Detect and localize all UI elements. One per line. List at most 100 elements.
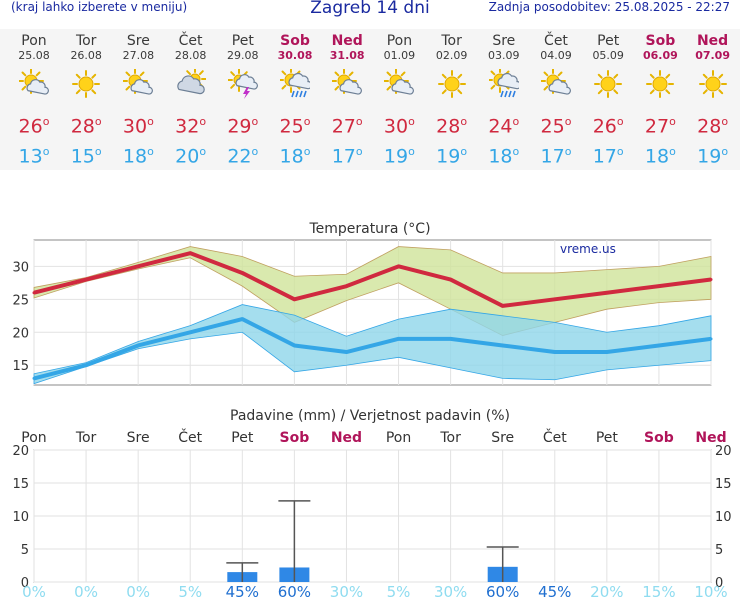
max-temp: 27o [644, 115, 676, 138]
day-name: Čet [178, 33, 203, 49]
max-temperature-point [553, 297, 557, 301]
precipitation-probability: 10% [694, 583, 727, 600]
max-temperature-band [33, 246, 712, 336]
day-date: 06.09 [642, 49, 678, 62]
temperature-chart-title: Temperatura (°C) [308, 221, 430, 237]
min-temp: 17o [592, 145, 624, 168]
sun-cloud-icon [541, 69, 571, 95]
day-date: 02.09 [435, 49, 468, 62]
min-temp: 18o [279, 145, 311, 168]
min-temperature-point [240, 317, 244, 321]
min-temperature-point [449, 337, 453, 341]
day-axis-label: Pon [21, 430, 46, 446]
day-column: Čet 28.08 32o 20o [165, 29, 217, 168]
min-temperature-point [709, 337, 713, 341]
y-tick-label-right: 0 [715, 576, 723, 591]
max-temp: 29o [227, 115, 259, 138]
precipitation-probability: 0% [22, 583, 46, 600]
sun-rain-icon [280, 69, 310, 98]
max-temp: 25o [540, 115, 572, 138]
max-temp: 24o [488, 115, 520, 138]
max-temperature-point [32, 291, 36, 295]
page-title: Zagreb 14 dni [310, 0, 430, 18]
y-tick-label-right: 10 [715, 510, 732, 525]
day-date: 27.08 [122, 49, 155, 62]
day-name: Ned [696, 33, 729, 49]
precipitation-probability: 5% [387, 583, 411, 600]
thunder-icon [227, 69, 258, 99]
precipitation-probability: 15% [642, 583, 675, 600]
sun-icon [646, 70, 675, 98]
min-temperature-point [553, 350, 557, 354]
day-name: Ned [331, 33, 363, 49]
sun-icon [594, 70, 623, 98]
day-date: 30.08 [277, 49, 313, 62]
day-date: 29.08 [227, 49, 259, 62]
y-tick-label: 20 [12, 326, 29, 341]
last-update: Zadnja posodobitev: 25.08.2025 - 22:27 [488, 0, 730, 14]
day-axis-label: Sob [280, 430, 310, 446]
min-temperature-point [188, 330, 192, 334]
y-tick-label-left: 0 [21, 576, 29, 591]
max-temperature-point [292, 297, 296, 301]
day-axis-label: Tor [75, 430, 97, 446]
max-temperature-point [188, 251, 192, 255]
day-name: Tor [441, 33, 462, 49]
day-axis-label: Tor [439, 430, 461, 446]
max-temperature-point [397, 264, 401, 268]
day-name: Sre [492, 33, 516, 49]
y-tick-label-left: 15 [12, 477, 29, 492]
watermark: vreme.us [560, 242, 616, 256]
day-date: 03.09 [488, 49, 520, 62]
min-temperature-point [605, 350, 609, 354]
daily-forecast: Pon 25.08 26o 13o Tor 26.08 28o 15o Sre 27.08 30o 1… [0, 29, 740, 170]
max-temp: 28o [697, 115, 729, 138]
max-temperature-line [33, 251, 712, 308]
min-temp: 17o [540, 145, 572, 168]
day-column: Sre 27.08 30o 18o [112, 29, 164, 168]
max-temperature-point [709, 278, 713, 282]
day-column: Sob 06.09 27o 18o [634, 29, 686, 168]
day-name: Sre [126, 33, 150, 49]
min-temp: 19o [436, 145, 468, 168]
day-column: Pet 29.08 29o 22o [217, 29, 269, 168]
precipitation-probability: 60% [278, 583, 311, 600]
y-tick-label: 30 [12, 260, 29, 275]
min-temp: 22o [227, 145, 259, 168]
max-temperature-point [657, 284, 661, 288]
day-name: Tor [75, 33, 97, 49]
min-temperature-point [32, 376, 36, 380]
day-date: 07.09 [695, 49, 730, 62]
day-column: Sob 30.08 25o 18o [269, 29, 321, 168]
header-left[interactable]: (kraj lahko izberete v meniju) [11, 0, 188, 14]
min-temp: 13o [18, 145, 50, 168]
min-temperature-point [84, 363, 88, 367]
day-axis-label: Pet [231, 430, 254, 446]
precipitation-probability: 30% [330, 583, 363, 600]
max-temp: 26o [18, 115, 50, 138]
precipitation-probability: 30% [434, 583, 467, 600]
precipitation-probability: 0% [126, 583, 150, 600]
min-temperature-point [136, 343, 140, 347]
sun-icon [72, 70, 101, 98]
day-name: Sob [280, 33, 310, 49]
day-axis-label: Sob [644, 430, 674, 446]
min-temperature-point [292, 343, 296, 347]
day-axis-label: Ned [695, 430, 726, 446]
day-date: 04.09 [540, 49, 572, 62]
max-temp: 26o [592, 115, 624, 138]
precipitation-probability: 60% [486, 583, 519, 600]
max-temp: 30o [383, 115, 415, 138]
max-temp: 25o [279, 115, 311, 138]
max-temperature-point [240, 271, 244, 275]
precipitation-probability: 5% [178, 583, 202, 600]
day-axis-label: Sre [491, 430, 514, 446]
day-column: Ned 07.09 28o 19o [687, 29, 739, 168]
day-axis-label: Čet [178, 428, 202, 446]
sun-cloud-icon [332, 69, 363, 95]
precipitation-chart-title: Padavine (mm) / Verjetnost padavin (%) [230, 408, 510, 424]
day-date: 25.08 [18, 49, 50, 62]
day-column: Tor 02.09 28o 19o [426, 29, 478, 168]
min-temperature-point [397, 337, 401, 341]
max-temperature-point [136, 264, 140, 268]
